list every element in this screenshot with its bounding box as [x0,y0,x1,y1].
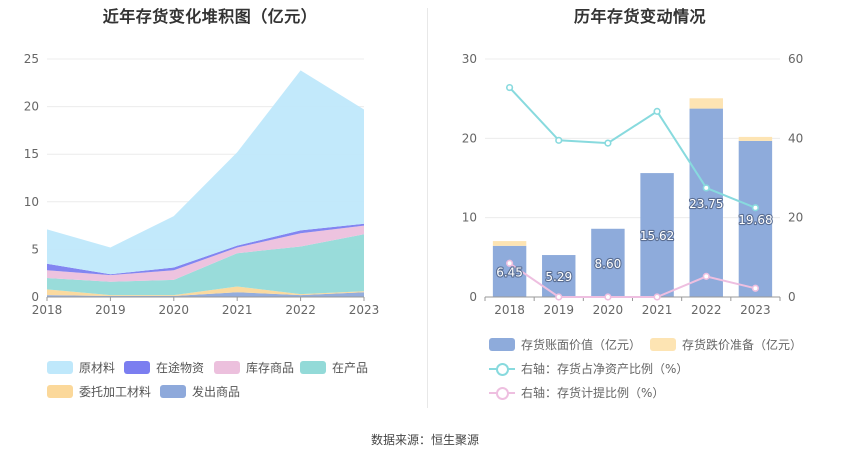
legend-swatch [489,338,515,351]
right-left-y-tick-label: 20 [462,131,477,145]
bar-book-value [640,173,674,297]
point-inventory-to-net-assets [604,139,612,147]
bar-data-label: 23.75 [689,197,723,211]
right-y2-tick-label: 40 [788,131,803,145]
left-y-tick-label: 0 [31,290,39,304]
panel-divider [427,8,428,408]
right-legend-item[interactable]: 右轴：存货计提比例（%） [489,384,664,401]
point-provision-ratio [702,272,710,280]
legend-label: 在途物资 [156,361,205,375]
left-x-tick-label: 2019 [95,303,126,317]
legend-label: 发出商品 [192,385,241,399]
legend-swatch [160,385,186,398]
area-series-在产品 [47,234,364,296]
area-series-发出商品 [47,292,364,297]
right-chart-title: 历年存货变动情况 [573,7,706,26]
bar-impairment-provision [689,98,723,109]
right-left-y-tick-label: 10 [462,211,477,225]
left-x-tick-label: 2018 [32,303,63,317]
point-provision-ratio [505,259,514,267]
right-x-tick-label: 2020 [593,303,624,317]
legend-label: 在产品 [332,361,369,375]
left-x-tick-label: 2023 [349,303,380,317]
right-legend-item[interactable]: 右轴：存货占净资产比例（%） [489,360,688,377]
bar-data-label: 19.68 [738,213,772,227]
bar-data-label: 15.62 [640,229,674,243]
legend-line-marker [489,362,515,376]
point-inventory-to-net-assets [653,107,661,115]
right-y2-tick-label: 20 [788,211,803,225]
right-x-tick-label: 2019 [543,303,574,317]
bar-book-value [738,140,773,297]
legend-label: 右轴：存货占净资产比例（%） [521,362,689,376]
legend-swatch [650,338,676,351]
left-x-tick-label: 2021 [222,303,253,317]
left-legend-item[interactable]: 在产品 [300,359,368,376]
right-x-tick-label: 2018 [494,303,525,317]
left-y-tick-label: 10 [24,195,39,209]
legend-label: 存货跌价准备（亿元） [682,338,803,352]
line-inventory-to-net-assets [508,86,756,209]
right-x-tick-label: 2022 [691,303,722,317]
point-inventory-to-net-assets [505,83,514,92]
left-y-tick-label: 20 [24,100,39,114]
legend-label: 库存商品 [246,361,295,375]
left-y-tick-label: 25 [24,52,39,66]
left-x-tick-label: 2020 [159,303,190,317]
area-series-原材料 [47,70,364,275]
right-legend-item[interactable]: 存货账面价值（亿元） [489,336,641,353]
right-legend-item[interactable]: 存货跌价准备（亿元） [650,336,802,353]
left-legend-item[interactable]: 原材料 [47,359,115,376]
legend-line-marker [489,386,515,400]
bar-book-value [689,108,723,297]
right-x-tick-label: 2023 [740,303,771,317]
point-provision-ratio [555,293,563,301]
right-y2-tick-label: 60 [788,52,803,66]
point-inventory-to-net-assets [702,184,710,192]
line-provision-ratio [509,262,756,298]
left-y-tick-label: 5 [31,242,39,256]
left-legend-item[interactable]: 库存商品 [214,359,294,376]
bar-data-label: 5.29 [545,270,572,284]
right-y2-tick-label: 0 [788,290,796,304]
area-series-库存商品 [47,225,364,282]
legend-swatch [214,361,240,374]
legend-swatch [47,385,73,398]
left-x-tick-label: 2022 [285,303,316,317]
legend-swatch [124,361,150,374]
point-provision-ratio [653,293,661,301]
legend-swatch [300,361,326,374]
area-series-委托加工材料 [47,286,364,296]
left-legend-item[interactable]: 委托加工材料 [47,383,151,400]
point-inventory-to-net-assets [751,204,760,212]
bar-data-label: 8.60 [595,257,622,271]
left-y-tick-label: 15 [24,147,39,161]
point-provision-ratio [751,284,760,292]
bar-impairment-provision [738,136,773,141]
legend-swatch [47,361,73,374]
area-series-在途物资 [47,223,364,276]
right-left-y-tick-label: 0 [469,290,477,304]
left-legend-item[interactable]: 发出商品 [160,383,240,400]
data-source-note: 数据来源：恒生聚源 [370,433,479,447]
right-x-tick-label: 2021 [642,303,673,317]
right-left-y-tick-label: 30 [462,52,477,66]
legend-label: 存货账面价值（亿元） [521,338,642,352]
point-provision-ratio [604,293,612,301]
left-legend-item[interactable]: 在途物资 [124,359,204,376]
bar-impairment-provision [492,241,527,246]
left-chart-title: 近年存货变化堆积图（亿元） [102,7,318,26]
legend-label: 右轴：存货计提比例（%） [521,386,665,400]
bar-data-label: 6.45 [496,265,523,279]
legend-label: 原材料 [79,361,116,375]
legend-label: 委托加工材料 [79,385,152,399]
point-inventory-to-net-assets [555,136,563,144]
bar-book-value [591,228,625,297]
